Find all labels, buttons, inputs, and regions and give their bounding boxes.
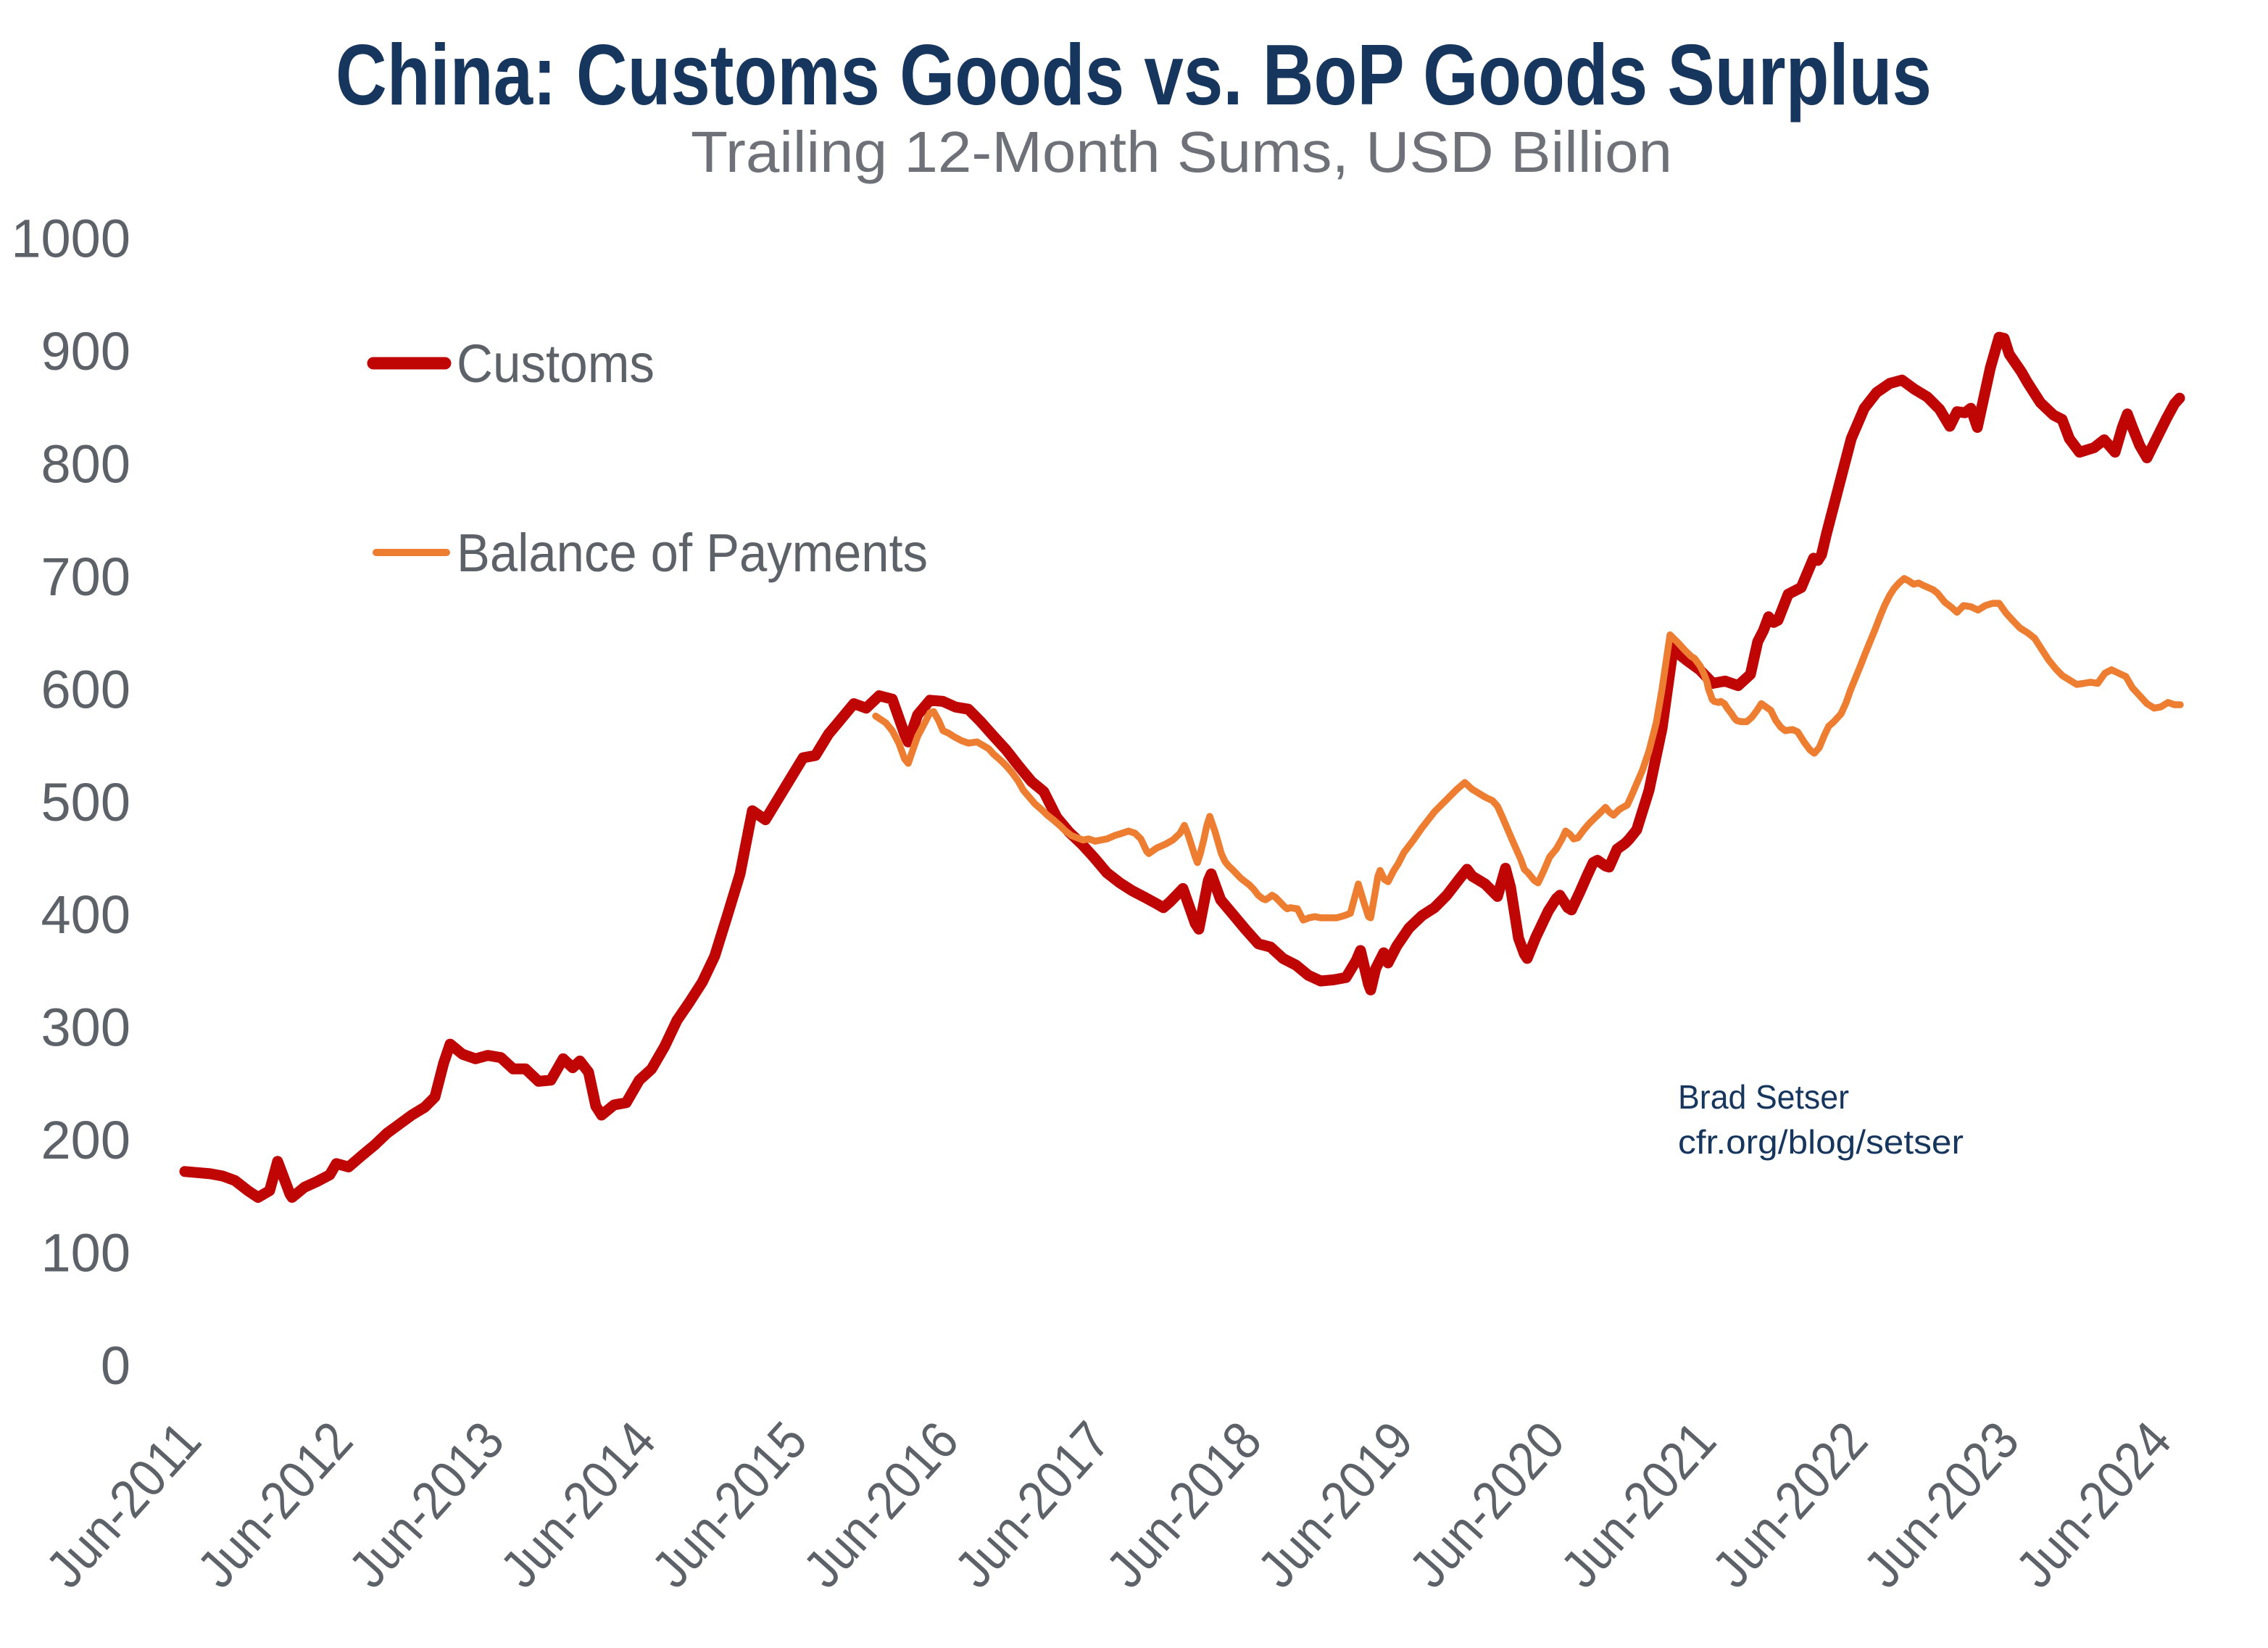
- svg-text:900: 900: [41, 321, 130, 381]
- svg-text:200: 200: [41, 1110, 130, 1170]
- svg-text:0: 0: [101, 1336, 130, 1396]
- svg-text:cfr.org/blog/setser: cfr.org/blog/setser: [1678, 1123, 1964, 1161]
- svg-text:400: 400: [41, 885, 130, 945]
- svg-text:Balance of Payments: Balance of Payments: [457, 523, 928, 583]
- svg-text:1000: 1000: [11, 208, 130, 268]
- svg-text:700: 700: [41, 547, 130, 607]
- svg-text:Trailing 12-Month Sums, USD Bi: Trailing 12-Month Sums, USD Billion: [691, 120, 1672, 184]
- svg-text:300: 300: [41, 998, 130, 1058]
- svg-text:Brad Setser: Brad Setser: [1678, 1078, 1849, 1116]
- svg-text:100: 100: [41, 1223, 130, 1283]
- svg-text:Customs: Customs: [457, 334, 655, 394]
- svg-text:600: 600: [41, 659, 130, 719]
- svg-text:China: Customs Goods vs. BoP G: China: Customs Goods vs. BoP Goods Surpl…: [336, 27, 1932, 123]
- svg-text:500: 500: [41, 772, 130, 832]
- svg-text:800: 800: [41, 434, 130, 494]
